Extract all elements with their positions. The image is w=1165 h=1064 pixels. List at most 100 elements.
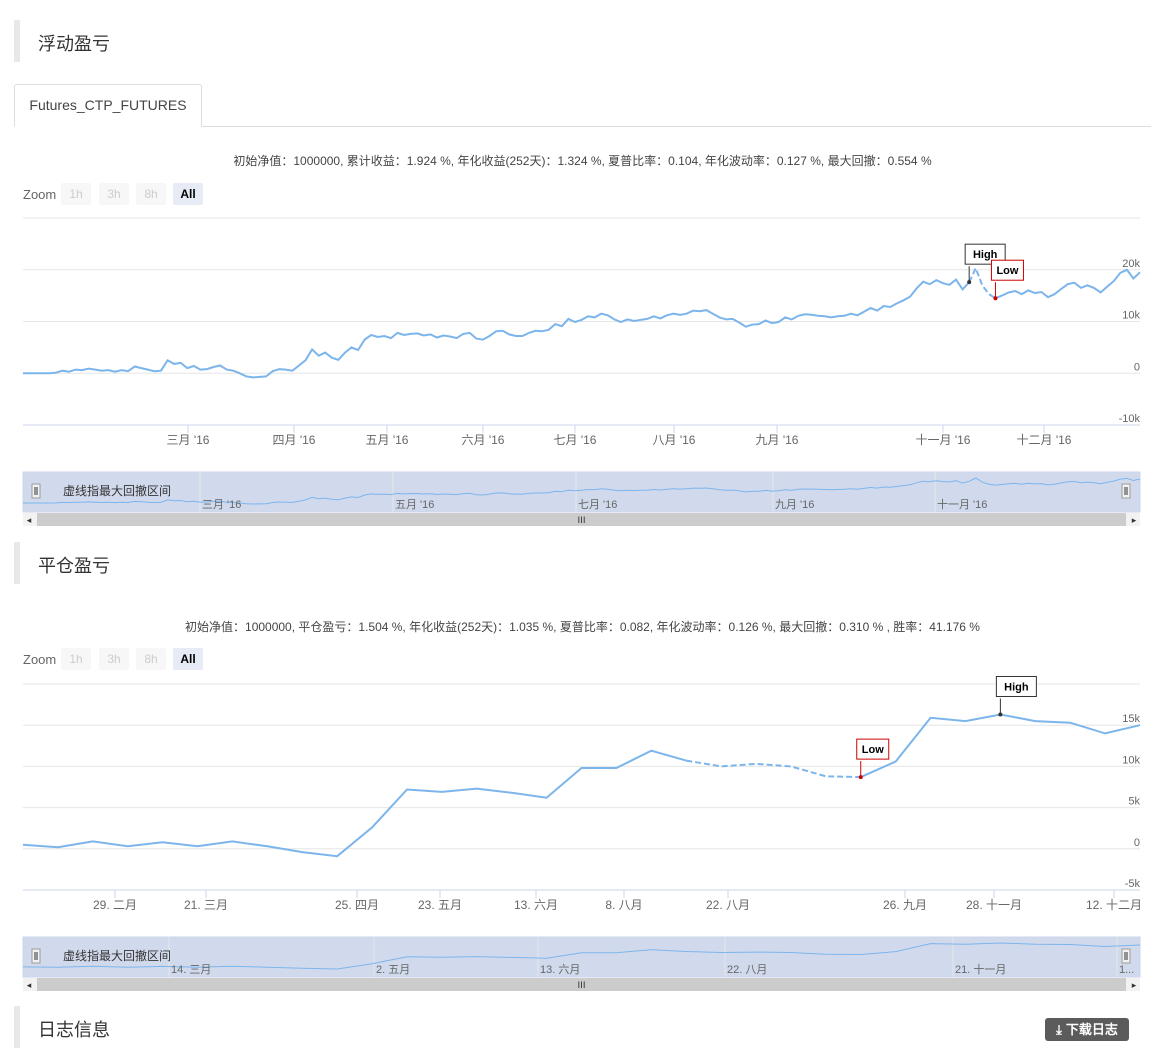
- low-flag-label: Low: [996, 265, 1018, 277]
- download-log-button[interactable]: ⤓ 下载日志: [1045, 1018, 1129, 1041]
- low-flag-label: Low: [862, 744, 884, 756]
- navigator-series: [22, 942, 1141, 970]
- navigator-tick-label: 七月 '16: [578, 498, 617, 511]
- section-title: 日志信息: [38, 1020, 110, 1040]
- section-header-closing: 平仓盈亏: [14, 542, 1150, 584]
- y-tick-label: -5k: [1125, 878, 1141, 890]
- section-header-log: 日志信息: [14, 1006, 1150, 1048]
- tab-bar: Futures_CTP_FUTURES: [14, 84, 1151, 127]
- section-title: 浮动盈亏: [38, 34, 110, 54]
- x-tick-label: 三月 '16: [167, 433, 210, 447]
- navigator-tick-label: 21. 十一月: [955, 962, 1006, 976]
- x-tick-label: 25. 四月: [335, 898, 379, 912]
- zoom-all-button[interactable]: All: [173, 648, 203, 670]
- download-label: 下载日志: [1065, 1022, 1118, 1037]
- x-tick-label: 12. 十二月: [1086, 898, 1142, 912]
- scroll-left-arrow: ◂: [27, 981, 32, 991]
- high-flag-box: [995, 675, 1037, 697]
- drawdown-dashed-line: [968, 265, 996, 300]
- zoom-3h-button[interactable]: 3h: [99, 183, 129, 205]
- navigator-handle: [1121, 483, 1131, 499]
- high-flag-box: [964, 243, 1006, 265]
- high-flag-label: High: [1004, 681, 1029, 693]
- chart1-summary: 初始净值：1000000, 累计收益：1.924 %, 年化收益(252天)：1…: [233, 154, 932, 168]
- high-flag-point: [998, 712, 1003, 717]
- navigator-tick-label: 十一月 '16: [937, 497, 987, 511]
- x-tick-label: 十一月 '16: [916, 433, 971, 447]
- y-tick-label: 0: [1134, 837, 1140, 849]
- navigator-tick-label: 13. 六月: [540, 963, 580, 976]
- low-flag-box: [990, 259, 1024, 281]
- y-tick-label: 5k: [1128, 796, 1140, 808]
- tab-futures-ctp[interactable]: Futures_CTP_FUTURES: [14, 84, 202, 127]
- low-flag-box: [856, 738, 890, 760]
- x-tick-label: 21. 三月: [184, 898, 228, 912]
- x-tick-label: 8. 八月: [605, 898, 642, 912]
- y-tick-label: 15k: [1122, 713, 1140, 725]
- series-line: [860, 713, 1141, 779]
- zoom-3h-button[interactable]: 3h: [99, 648, 129, 670]
- y-tick-label: -10k: [1119, 413, 1141, 425]
- section-header-floating: 浮动盈亏: [14, 20, 1150, 62]
- chart2-summary: 初始净值：1000000, 平仓盈亏：1.504 %, 年化收益(252天)：1…: [185, 620, 980, 634]
- chart2-plot: 15k 10k 5k 0 -5k 29. 二月 21. 三月 25. 四月 23. 五月 13. …: [22, 675, 1142, 912]
- navigator-handle: [1121, 948, 1131, 964]
- x-tick-label: 29. 二月: [93, 898, 137, 912]
- scrollbar-grip: III: [578, 516, 586, 526]
- navigator-tick-label: 九月 '16: [775, 498, 814, 511]
- x-tick-label: 四月 '16: [273, 433, 316, 447]
- scrollbar-thumb: [37, 513, 1126, 526]
- x-tick-label: 五月 '16: [366, 433, 409, 447]
- navigator-label: 虚线指最大回撤区间: [63, 948, 171, 963]
- x-tick-label: 23. 五月: [418, 898, 462, 912]
- high-flag-label: High: [973, 249, 998, 261]
- series-line: [22, 749, 687, 858]
- low-flag-point: [993, 296, 998, 301]
- drawdown-dashed-line: [686, 759, 861, 779]
- series-line: [23, 278, 970, 379]
- navigator-tick-label: 22. 八月: [727, 964, 767, 976]
- x-tick-label: 28. 十一月: [966, 898, 1022, 912]
- navigator-tick-label: 1...: [1119, 964, 1134, 976]
- x-tick-label: 六月 '16: [462, 433, 505, 447]
- navigator-series: [23, 477, 1141, 505]
- navigator-label: 虚线指最大回撤区间: [63, 483, 171, 498]
- navigator-handle: [31, 948, 41, 964]
- zoom-label: Zoom: [23, 187, 57, 202]
- navigator-tick-label: 三月 '16: [202, 499, 241, 511]
- x-tick-label: 十二月 '16: [1017, 433, 1072, 447]
- x-tick-label: 九月 '16: [756, 433, 799, 447]
- zoom-8h-button[interactable]: 8h: [136, 183, 166, 205]
- zoom-8h-button[interactable]: 8h: [136, 648, 166, 670]
- scrollbar-thumb: [37, 978, 1126, 991]
- download-icon: ⤓: [1056, 1022, 1062, 1037]
- navigator-tick-label: 2. 五月: [376, 964, 410, 976]
- navigator-mask: [22, 471, 1141, 513]
- navigator-handle: [31, 483, 41, 499]
- zoom-1h-button[interactable]: 1h: [61, 183, 91, 205]
- zoom-label: Zoom: [23, 652, 57, 667]
- scroll-right-arrow: ▸: [1132, 516, 1137, 526]
- low-flag-point: [858, 775, 863, 780]
- series-line: [995, 268, 1141, 300]
- zoom-1h-button[interactable]: 1h: [61, 648, 91, 670]
- scrollbar-grip: III: [578, 981, 586, 991]
- chart1-plot: 20k 10k 0 -10k 三月 '16 四月 '16 五月 '16 六月 '16 七月 '1…: [23, 217, 1141, 447]
- section-title: 平仓盈亏: [38, 556, 110, 576]
- x-tick-label: 八月 '16: [653, 433, 696, 447]
- y-tick-label: 0: [1134, 361, 1140, 373]
- high-flag-point: [967, 280, 972, 285]
- x-tick-label: 七月 '16: [554, 433, 597, 447]
- scroll-left-arrow: ◂: [27, 516, 32, 526]
- scroll-right-arrow: ▸: [1132, 981, 1137, 991]
- navigator-tick-label: 14. 三月: [171, 964, 211, 976]
- y-tick-label: 10k: [1122, 754, 1140, 766]
- y-tick-label: 10k: [1122, 310, 1140, 322]
- x-tick-label: 13. 六月: [514, 898, 558, 912]
- y-tick-label: 20k: [1122, 258, 1140, 270]
- zoom-all-button[interactable]: All: [173, 183, 203, 205]
- navigator-tick-label: 五月 '16: [395, 499, 434, 511]
- x-tick-label: 22. 八月: [706, 898, 750, 912]
